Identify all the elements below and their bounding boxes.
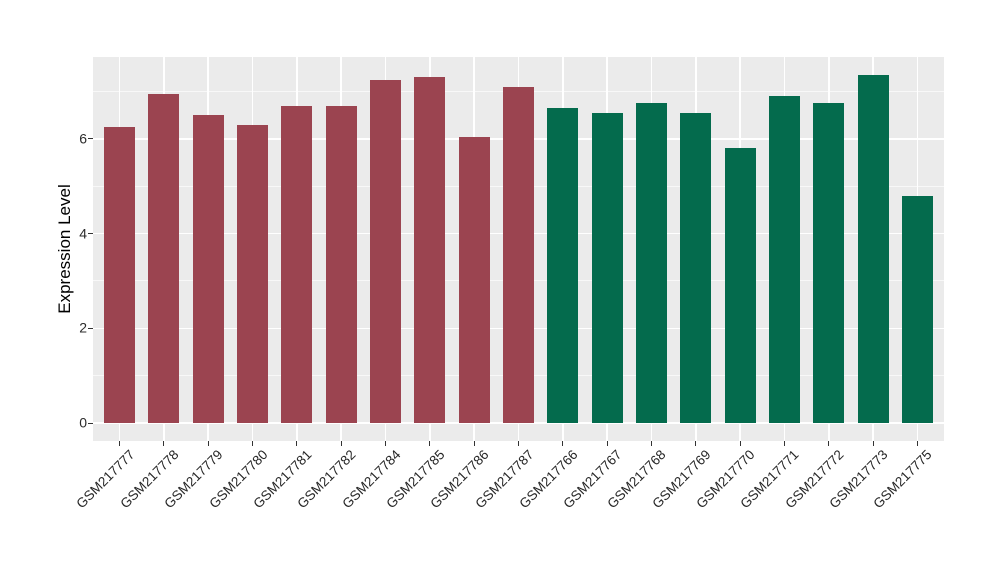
- x-axis-tick: [429, 441, 431, 446]
- bar-GSM217767: [591, 112, 623, 423]
- bar-GSM217781: [281, 105, 313, 423]
- x-axis-tick: [119, 441, 121, 446]
- x-axis-tick: [562, 441, 564, 446]
- x-axis-tick: [695, 441, 697, 446]
- bar-GSM217782: [325, 105, 357, 423]
- y-axis-tick: [88, 327, 93, 329]
- x-axis-tick: [385, 441, 387, 446]
- bar-GSM217768: [635, 103, 667, 423]
- x-axis-tick: [518, 441, 519, 446]
- x-axis-tick: [650, 441, 652, 446]
- y-tick-label: 6: [79, 130, 87, 147]
- y-axis-tick: [88, 233, 93, 235]
- bar-GSM217786: [458, 136, 490, 423]
- y-tick-label: 4: [79, 225, 87, 242]
- y-axis-tick: [88, 138, 93, 140]
- x-axis-tick: [296, 441, 298, 446]
- bar-GSM217777: [104, 127, 136, 423]
- x-axis-tick: [783, 441, 785, 446]
- bar-GSM217780: [237, 124, 269, 423]
- x-axis-tick: [340, 441, 342, 446]
- x-axis-tick: [252, 441, 254, 446]
- y-axis-tick: [88, 422, 93, 424]
- x-axis-tick: [473, 441, 475, 446]
- bar-GSM217771: [768, 96, 800, 423]
- bar-GSM217773: [857, 74, 889, 423]
- bar-GSM217787: [502, 86, 534, 423]
- y-tick-label: 2: [79, 319, 87, 336]
- bar-GSM217784: [370, 79, 402, 423]
- bar-GSM217775: [901, 195, 933, 423]
- x-axis-tick: [872, 441, 874, 446]
- y-tick-label: 0: [79, 414, 87, 431]
- bar-GSM217779: [192, 115, 224, 423]
- plot-panel: [93, 57, 944, 441]
- x-axis-tick: [916, 441, 918, 446]
- x-axis-tick: [739, 441, 741, 446]
- x-axis-tick: [163, 441, 165, 446]
- bar-GSM217766: [547, 108, 579, 423]
- x-axis-tick: [828, 441, 830, 446]
- bar-GSM217770: [724, 148, 756, 423]
- x-axis-tick: [207, 441, 209, 446]
- bar-GSM217769: [680, 112, 712, 423]
- bar-GSM217785: [414, 77, 446, 423]
- x-axis-tick: [606, 441, 608, 446]
- bar-GSM217778: [148, 93, 180, 423]
- y-axis-title: Expression Level: [55, 184, 74, 314]
- bar-GSM217772: [813, 103, 845, 423]
